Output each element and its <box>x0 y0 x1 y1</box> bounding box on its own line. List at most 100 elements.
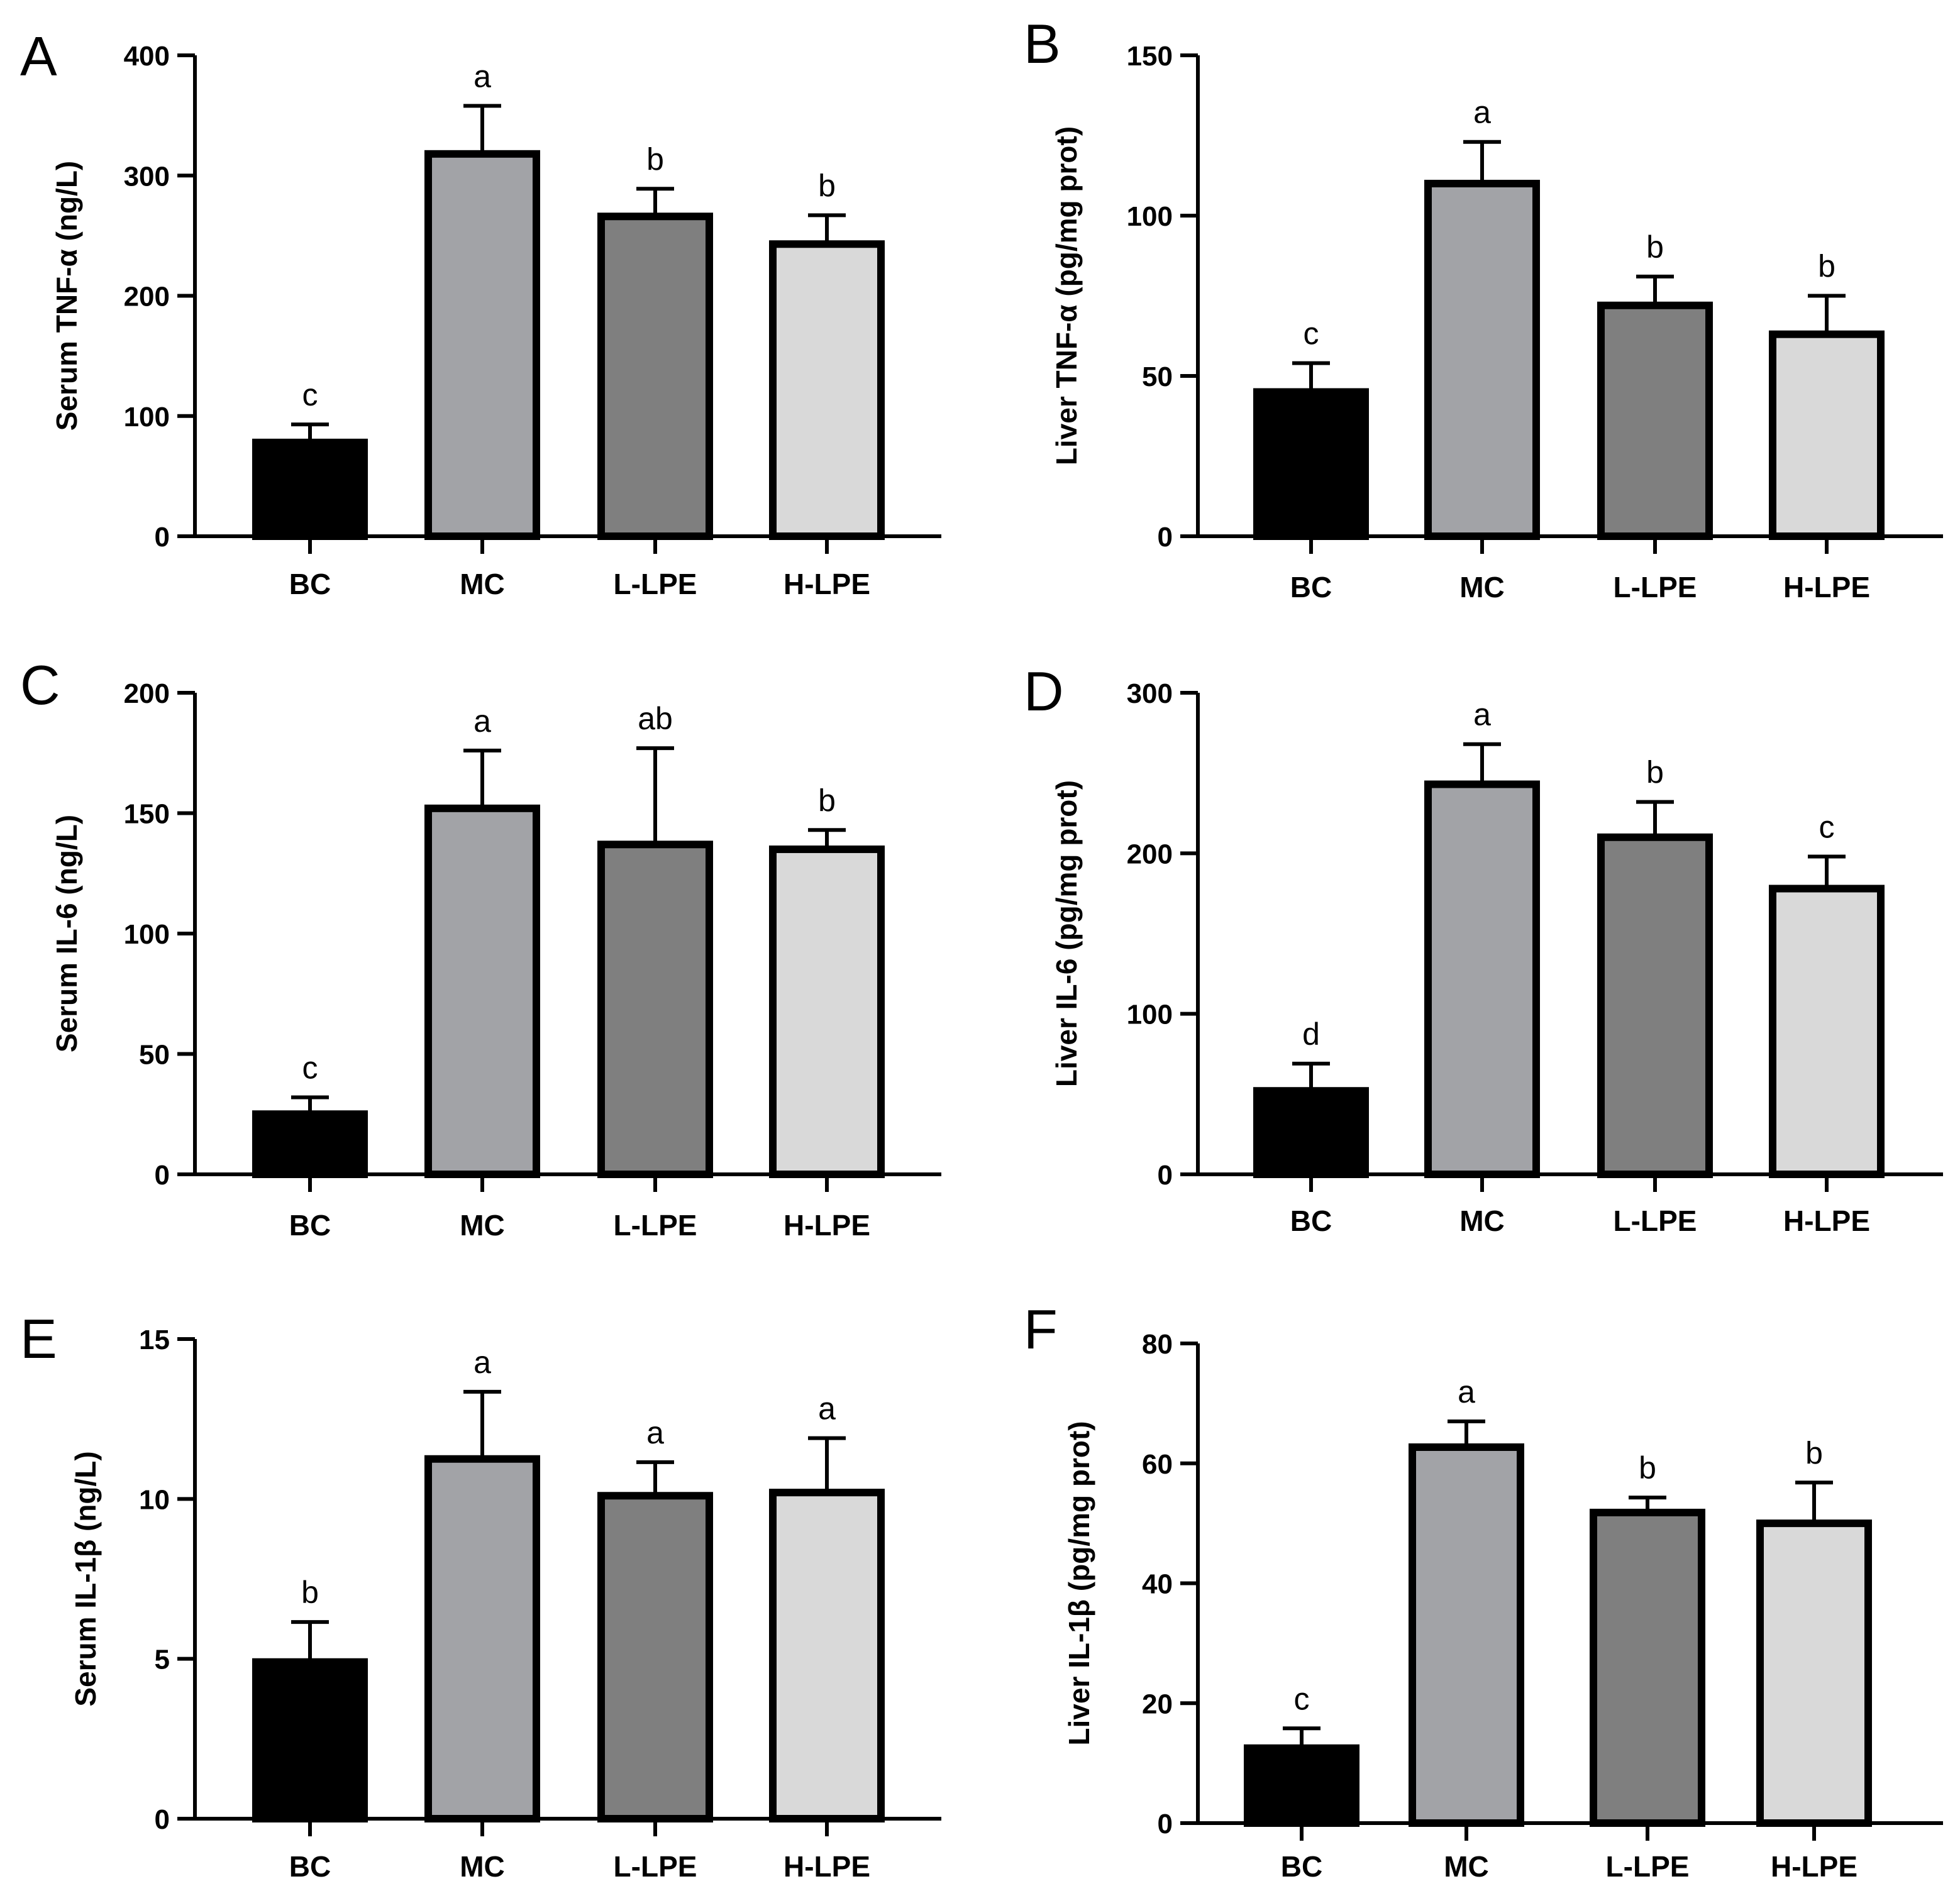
panel-d-significance-label: c <box>1819 809 1835 844</box>
panel-e-y-tick-label: 0 <box>155 1804 170 1835</box>
panel-c-category-label: L-LPE <box>614 1209 697 1242</box>
panel-f-significance-label: a <box>1458 1374 1475 1409</box>
panel-c-y-tick-label: 200 <box>124 678 170 709</box>
panel-a-y-tick-label: 0 <box>155 522 170 553</box>
panel-f-y-axis-title: Liver IL-1β (pg/mg prot) <box>1063 1421 1095 1745</box>
panel-c-significance-label: a <box>473 703 491 739</box>
panel-a-significance-label: a <box>473 58 491 94</box>
panel-b-letter: B <box>1024 13 1061 75</box>
panel-c-bar-h-lpe <box>769 845 885 1178</box>
panel-b-bar-bc <box>1253 388 1369 540</box>
panel-b-category-label: H-LPE <box>1783 571 1870 604</box>
panel-e-category-label: H-LPE <box>783 1850 870 1883</box>
panel-b-category-label: BC <box>1290 571 1332 604</box>
panel-d-bar-bc <box>1253 1087 1369 1179</box>
panel-c-significance-label: c <box>302 1050 318 1085</box>
panel-d: Dd BC a MC b L-LPE c H-LPE 0 100 200 300 Liver IL-6 … <box>1024 660 1943 1237</box>
panel-a-y-tick-label: 300 <box>124 161 170 192</box>
panel-a-significance-label: b <box>646 141 664 177</box>
panel-d-bar-l-lpe <box>1597 833 1713 1179</box>
panel-c-y-tick-label: 50 <box>139 1040 170 1071</box>
panel-b-significance-label: b <box>1646 229 1664 265</box>
panel-e: Eb BC a MC a L-LPE a H-LPE 0 5 10 15 Serum IL-1β (ng… <box>20 1308 941 1883</box>
panel-b-category-label: L-LPE <box>1614 571 1697 604</box>
panel-e-bar-mc <box>424 1455 540 1822</box>
panel-f-significance-label: b <box>1805 1435 1823 1470</box>
panel-c-y-tick-label: 0 <box>155 1160 170 1191</box>
panel-f-significance-label: c <box>1294 1681 1310 1716</box>
panel-a-bar-mc <box>424 150 540 540</box>
panel-d-bar-mc <box>1424 780 1540 1179</box>
panel-e-category-label: L-LPE <box>614 1850 697 1883</box>
panel-f: Fc BC a MC b L-LPE b H-LPE 0 20 40 60 80 Liver IL-1β … <box>1024 1298 1943 1883</box>
panel-a-category-label: BC <box>289 568 331 600</box>
panel-c-bar-bc <box>252 1110 368 1178</box>
panel-e-significance-label: a <box>818 1391 836 1426</box>
panel-a-letter: A <box>20 25 57 87</box>
panel-b-category-label: MC <box>1459 571 1505 604</box>
panel-f-bar-mc <box>1409 1443 1524 1827</box>
panel-f-letter: F <box>1024 1298 1058 1360</box>
panel-d-y-tick-label: 0 <box>1158 1160 1173 1191</box>
panel-a-significance-label: b <box>818 168 836 203</box>
panel-e-category-label: MC <box>460 1850 505 1883</box>
panel-e-y-tick-label: 10 <box>139 1484 170 1515</box>
panel-e-bar-l-lpe <box>597 1492 713 1822</box>
panel-f-bar-h-lpe <box>1756 1519 1872 1827</box>
panel-c-category-label: MC <box>460 1209 505 1242</box>
panel-d-y-tick-label: 200 <box>1127 839 1173 869</box>
panel-a-y-tick-label: 400 <box>124 41 170 72</box>
panel-e-bar-bc <box>252 1658 368 1823</box>
panel-f-y-tick-label: 80 <box>1142 1329 1173 1360</box>
panel-a-bar-h-lpe <box>769 240 885 540</box>
panel-d-significance-label: d <box>1302 1017 1320 1052</box>
panel-b: Bc BC a MC b L-LPE b H-LPE 0 50 100 150 Liver TNF-α … <box>1024 13 1943 604</box>
panel-d-category-label: MC <box>1459 1205 1505 1237</box>
panel-d-significance-label: b <box>1646 755 1664 790</box>
panel-e-category-label: BC <box>289 1850 331 1883</box>
panel-d-y-tick-label: 300 <box>1127 678 1173 709</box>
panel-b-y-tick-label: 0 <box>1158 522 1173 553</box>
panel-f-y-tick-label: 60 <box>1142 1449 1173 1480</box>
panel-b-significance-label: c <box>1304 316 1319 351</box>
panel-b-y-tick-label: 50 <box>1142 361 1173 392</box>
panel-e-y-axis-title: Serum IL-1β (ng/L) <box>69 1451 102 1706</box>
panel-f-category-label: BC <box>1281 1850 1322 1883</box>
panel-e-y-tick-label: 15 <box>139 1325 170 1355</box>
panel-a-significance-label: c <box>302 377 318 412</box>
panel-e-y-tick-label: 5 <box>155 1645 170 1675</box>
panel-e-significance-label: a <box>646 1415 664 1450</box>
panel-b-significance-label: a <box>1473 95 1491 130</box>
panel-a-y-axis-title: Serum TNF-α (ng/L) <box>50 161 83 431</box>
panel-a-y-tick-label: 100 <box>124 402 170 433</box>
panel-d-category-label: H-LPE <box>1783 1205 1870 1237</box>
panel-b-bar-l-lpe <box>1597 301 1713 540</box>
panel-f-category-label: H-LPE <box>1771 1850 1858 1883</box>
panel-c: Cc BC a MC ab L-LPE b H-LPE 0 50 100 150 200 Serum IL… <box>20 654 941 1242</box>
panel-c-bar-mc <box>424 804 540 1178</box>
panel-f-y-tick-label: 20 <box>1142 1689 1173 1719</box>
panel-c-bar-l-lpe <box>597 841 713 1179</box>
panel-a-y-tick-label: 200 <box>124 282 170 312</box>
panel-b-y-axis-title: Liver TNF-α (pg/mg prot) <box>1050 126 1083 465</box>
panel-a-category-label: H-LPE <box>783 568 870 600</box>
panel-b-y-tick-label: 100 <box>1127 201 1173 232</box>
panel-a-category-label: L-LPE <box>614 568 697 600</box>
panel-c-y-axis-title: Serum IL-6 (ng/L) <box>50 815 83 1052</box>
panel-a-category-label: MC <box>460 568 505 600</box>
panel-d-significance-label: a <box>1473 697 1491 732</box>
panel-f-significance-label: b <box>1639 1450 1656 1486</box>
panel-a-bar-l-lpe <box>597 212 713 540</box>
panel-b-significance-label: b <box>1818 249 1835 284</box>
panel-f-bar-l-lpe <box>1590 1508 1705 1828</box>
panel-c-significance-label: b <box>818 783 836 818</box>
panel-e-letter: E <box>20 1308 57 1370</box>
panel-f-y-tick-label: 40 <box>1142 1569 1173 1600</box>
panel-c-significance-label: ab <box>638 701 673 736</box>
panel-e-bar-h-lpe <box>769 1489 885 1822</box>
panel-b-bar-h-lpe <box>1769 330 1885 540</box>
panel-b-y-tick-label: 150 <box>1127 41 1173 72</box>
panel-c-y-tick-label: 100 <box>124 919 170 950</box>
panel-c-y-tick-label: 150 <box>124 799 170 830</box>
